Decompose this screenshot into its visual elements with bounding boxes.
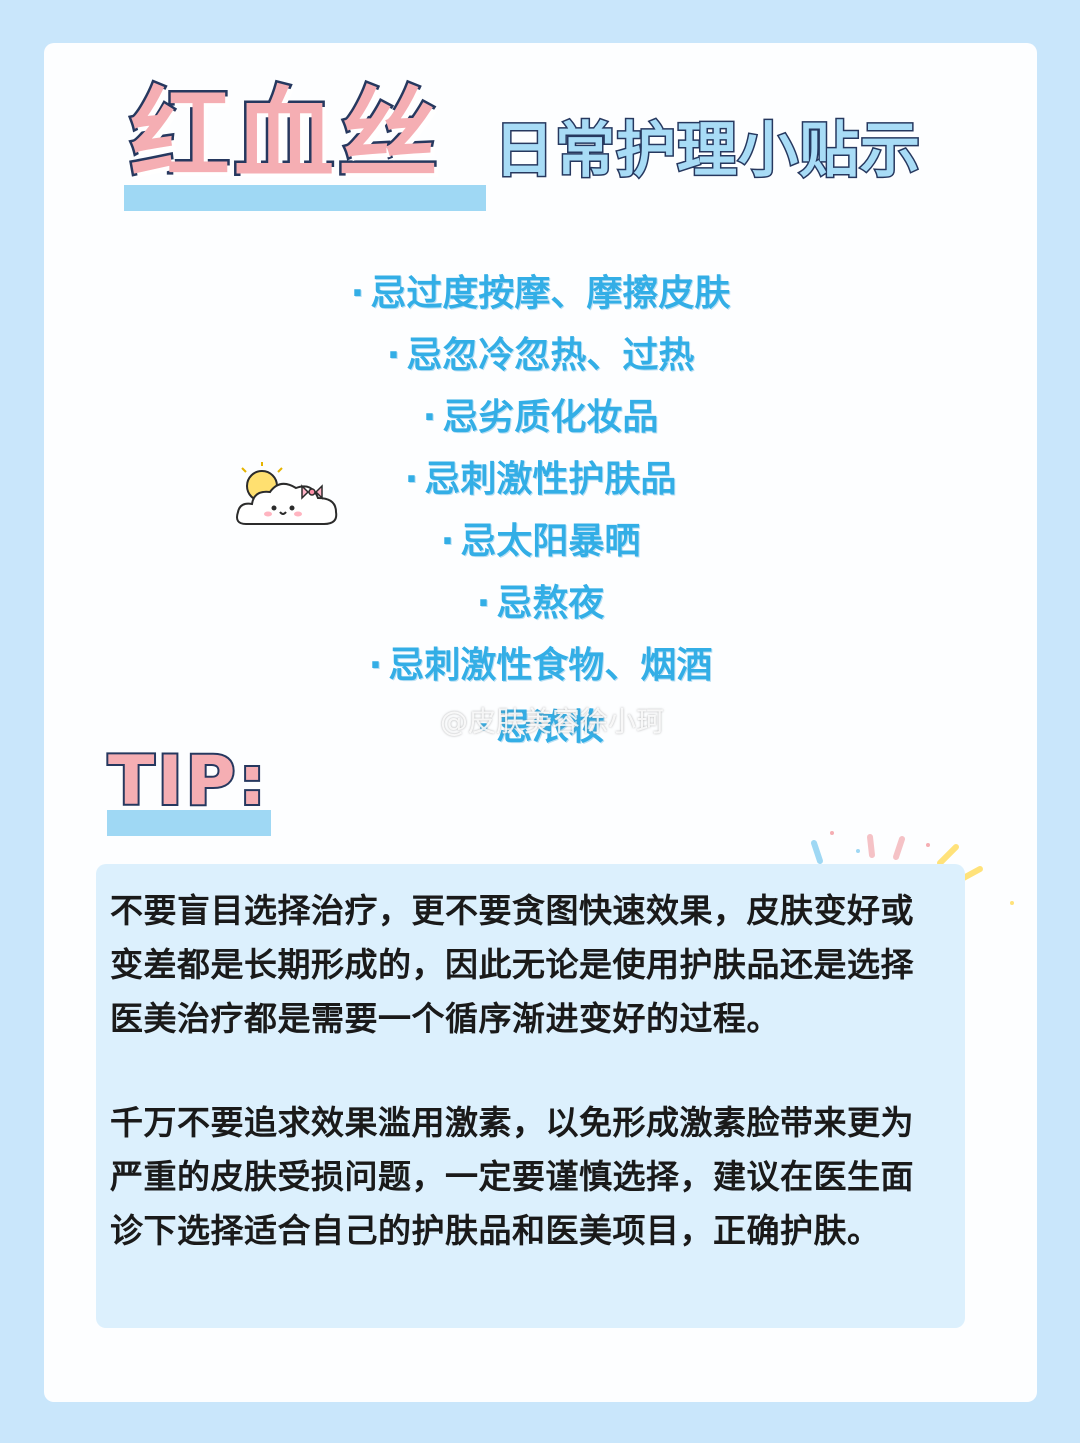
list-item: · 忌过度按摩、摩擦皮肤 xyxy=(44,268,1037,330)
tip-text: 忌刺激性护肤品 xyxy=(424,459,677,500)
tips-list: · 忌过度按摩、摩擦皮肤 · 忌忽冷忽热、过热 · 忌劣质化妆品 · 忌刺激性护肤品 ·… xyxy=(44,268,1037,764)
tip-text: 忌刺激性食物、烟酒 xyxy=(388,645,713,686)
bullet-dot: · xyxy=(404,459,419,500)
title-underline-band xyxy=(124,185,486,211)
watermark: @皮肤美容徐小珂 xyxy=(440,705,665,738)
title-block: 红血丝 日常护理小贴示 xyxy=(124,76,984,220)
list-item: · 忌劣质化妆品 xyxy=(44,392,1037,454)
title-main: 红血丝 xyxy=(128,76,442,193)
bullet-dot: · xyxy=(422,397,437,438)
tip-label: TIP: xyxy=(106,742,269,821)
tip-text: 忌浓妆 xyxy=(496,707,605,748)
bullet-dot: · xyxy=(350,273,365,314)
tip-text: 忌太阳暴晒 xyxy=(460,521,641,562)
list-item: · 忌刺激性食物、烟酒 xyxy=(44,640,1037,702)
tip-text: 忌熬夜 xyxy=(496,583,605,624)
note-box: 不要盲目选择治疗，更不要贪图快速效果，皮肤变好或变差都是长期形成的，因此无论是使… xyxy=(96,864,965,1328)
list-item: · 忌熬夜 xyxy=(44,578,1037,640)
cloud-sun-bow-icon xyxy=(236,462,338,525)
list-item: · 忌太阳暴晒 xyxy=(44,516,1037,578)
bullet-dot: · xyxy=(440,521,455,562)
tip-text: 忌劣质化妆品 xyxy=(442,397,659,438)
bullet-dot: · xyxy=(476,583,491,624)
list-item: · 忌浓妆 xyxy=(44,702,1037,764)
note-paragraph-2: 千万不要追求效果滥用激素，以免形成激素脸带来更为严重的皮肤受损问题，一定要谨慎选… xyxy=(110,1103,914,1250)
bullet-dot: · xyxy=(386,335,401,376)
bullet-dot: · xyxy=(476,707,491,748)
bullet-dot: · xyxy=(368,645,383,686)
list-item: · 忌忽冷忽热、过热 xyxy=(44,330,1037,392)
title-sub: 日常护理小贴示 xyxy=(493,116,922,186)
list-item: · 忌刺激性护肤品 xyxy=(44,454,1037,516)
tip-underline-band xyxy=(107,810,271,836)
tip-text: 忌过度按摩、摩擦皮肤 xyxy=(370,273,731,314)
tip-text: 忌忽冷忽热、过热 xyxy=(406,335,695,376)
note-paragraph-1: 不要盲目选择治疗，更不要贪图快速效果，皮肤变好或变差都是长期形成的，因此无论是使… xyxy=(110,891,914,1038)
